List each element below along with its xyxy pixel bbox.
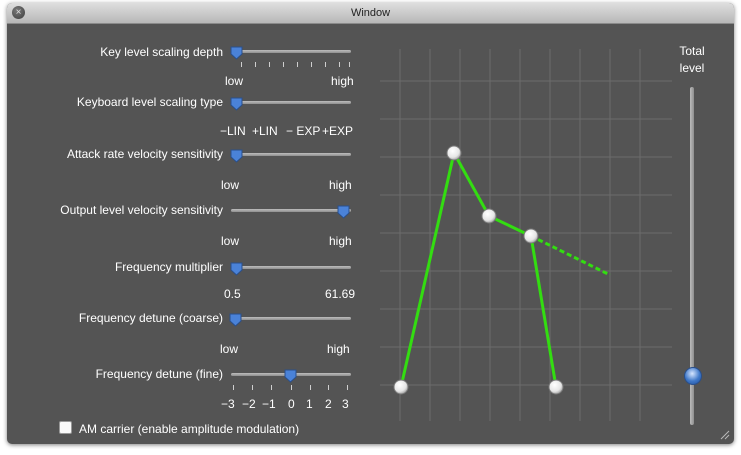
tick-label: 1 xyxy=(306,397,313,411)
frequency-detune-fine-label: Frequency detune (fine) xyxy=(95,367,223,381)
key-level-scaling-depth-slider[interactable] xyxy=(231,50,351,53)
slider-thumb[interactable] xyxy=(337,205,350,219)
frequency-detune-coarse-slider[interactable] xyxy=(231,317,351,320)
min-label: low xyxy=(220,342,239,356)
tick-label: −1 xyxy=(262,397,276,411)
min-label: low xyxy=(225,74,244,88)
window-title: Window xyxy=(350,7,391,19)
max-label: high xyxy=(327,342,350,356)
total-level-thumb[interactable] xyxy=(684,367,702,385)
close-icon[interactable]: × xyxy=(12,6,25,19)
slider-tick xyxy=(328,385,329,390)
envelope-point[interactable] xyxy=(481,208,497,224)
slider-thumb[interactable] xyxy=(229,313,242,327)
title-bar[interactable]: × Window xyxy=(7,3,734,24)
envelope-point[interactable] xyxy=(548,379,564,395)
slider-thumb[interactable] xyxy=(230,149,243,163)
total-level-slider[interactable] xyxy=(690,87,694,425)
tick-label: +EXP xyxy=(322,124,354,138)
attack-rate-velocity-sensitivity-slider[interactable] xyxy=(231,153,351,156)
keyboard-level-scaling-type-slider[interactable] xyxy=(231,101,351,104)
tick-label: −LIN xyxy=(220,124,246,138)
tick-label: 0 xyxy=(288,397,295,411)
min-label: low xyxy=(221,178,240,192)
slider-tick xyxy=(255,62,256,67)
tick-label: 3 xyxy=(342,397,349,411)
slider-tick xyxy=(311,62,312,67)
slider-tick xyxy=(347,385,348,390)
output-level-velocity-sensitivity-slider[interactable] xyxy=(231,209,351,212)
min-label: 0.5 xyxy=(224,287,241,301)
slider-tick xyxy=(297,62,298,67)
min-label: low xyxy=(221,234,240,248)
slider-thumb[interactable] xyxy=(230,46,243,60)
window: × Window Key level scaling depth low hig… xyxy=(7,3,734,444)
slider-tick xyxy=(233,385,234,390)
slider-tick xyxy=(252,385,253,390)
slider-tick xyxy=(339,62,340,67)
max-label: high xyxy=(329,234,352,248)
max-label: high xyxy=(329,178,352,192)
resize-grip-icon[interactable] xyxy=(720,430,730,440)
output-level-velocity-sensitivity-label: Output level velocity sensitivity xyxy=(60,203,223,217)
slider-tick xyxy=(325,62,326,67)
tick-label: 2 xyxy=(325,397,332,411)
max-label: high xyxy=(331,74,354,88)
tick-label: − EXP xyxy=(286,124,321,138)
key-level-scaling-depth-label: Key level scaling depth xyxy=(100,45,223,59)
envelope-point[interactable] xyxy=(523,228,539,244)
slider-tick xyxy=(349,62,350,67)
keyboard-level-scaling-type-label: Keyboard level scaling type xyxy=(76,95,223,109)
am-carrier-label: AM carrier (enable amplitude modulation) xyxy=(79,422,300,436)
slider-tick xyxy=(283,62,284,67)
attack-rate-velocity-sensitivity-label: Attack rate velocity sensitivity xyxy=(66,147,223,161)
envelope-point[interactable] xyxy=(446,145,462,161)
am-carrier-checkbox[interactable] xyxy=(59,421,72,434)
slider-thumb[interactable] xyxy=(230,262,243,276)
envelope-point[interactable] xyxy=(393,379,409,395)
envelope-graph[interactable] xyxy=(380,49,672,421)
frequency-multiplier-label: Frequency multiplier xyxy=(114,260,223,274)
slider-thumb[interactable] xyxy=(284,369,297,383)
slider-tick xyxy=(271,385,272,390)
slider-tick xyxy=(269,62,270,67)
frequency-detune-coarse-label: Frequency detune (coarse) xyxy=(78,311,223,325)
total-level-label-line2: level xyxy=(679,61,705,75)
max-label: 61.69 xyxy=(325,287,356,301)
slider-tick xyxy=(310,385,311,390)
slider-thumb[interactable] xyxy=(230,97,243,111)
slider-tick xyxy=(241,62,242,67)
slider-tick xyxy=(291,385,292,390)
tick-label: −3 xyxy=(221,397,235,411)
tick-label: −2 xyxy=(242,397,256,411)
tick-label: +LIN xyxy=(252,124,278,138)
frequency-multiplier-slider[interactable] xyxy=(231,266,351,269)
total-level-label-line1: Total xyxy=(679,44,705,58)
